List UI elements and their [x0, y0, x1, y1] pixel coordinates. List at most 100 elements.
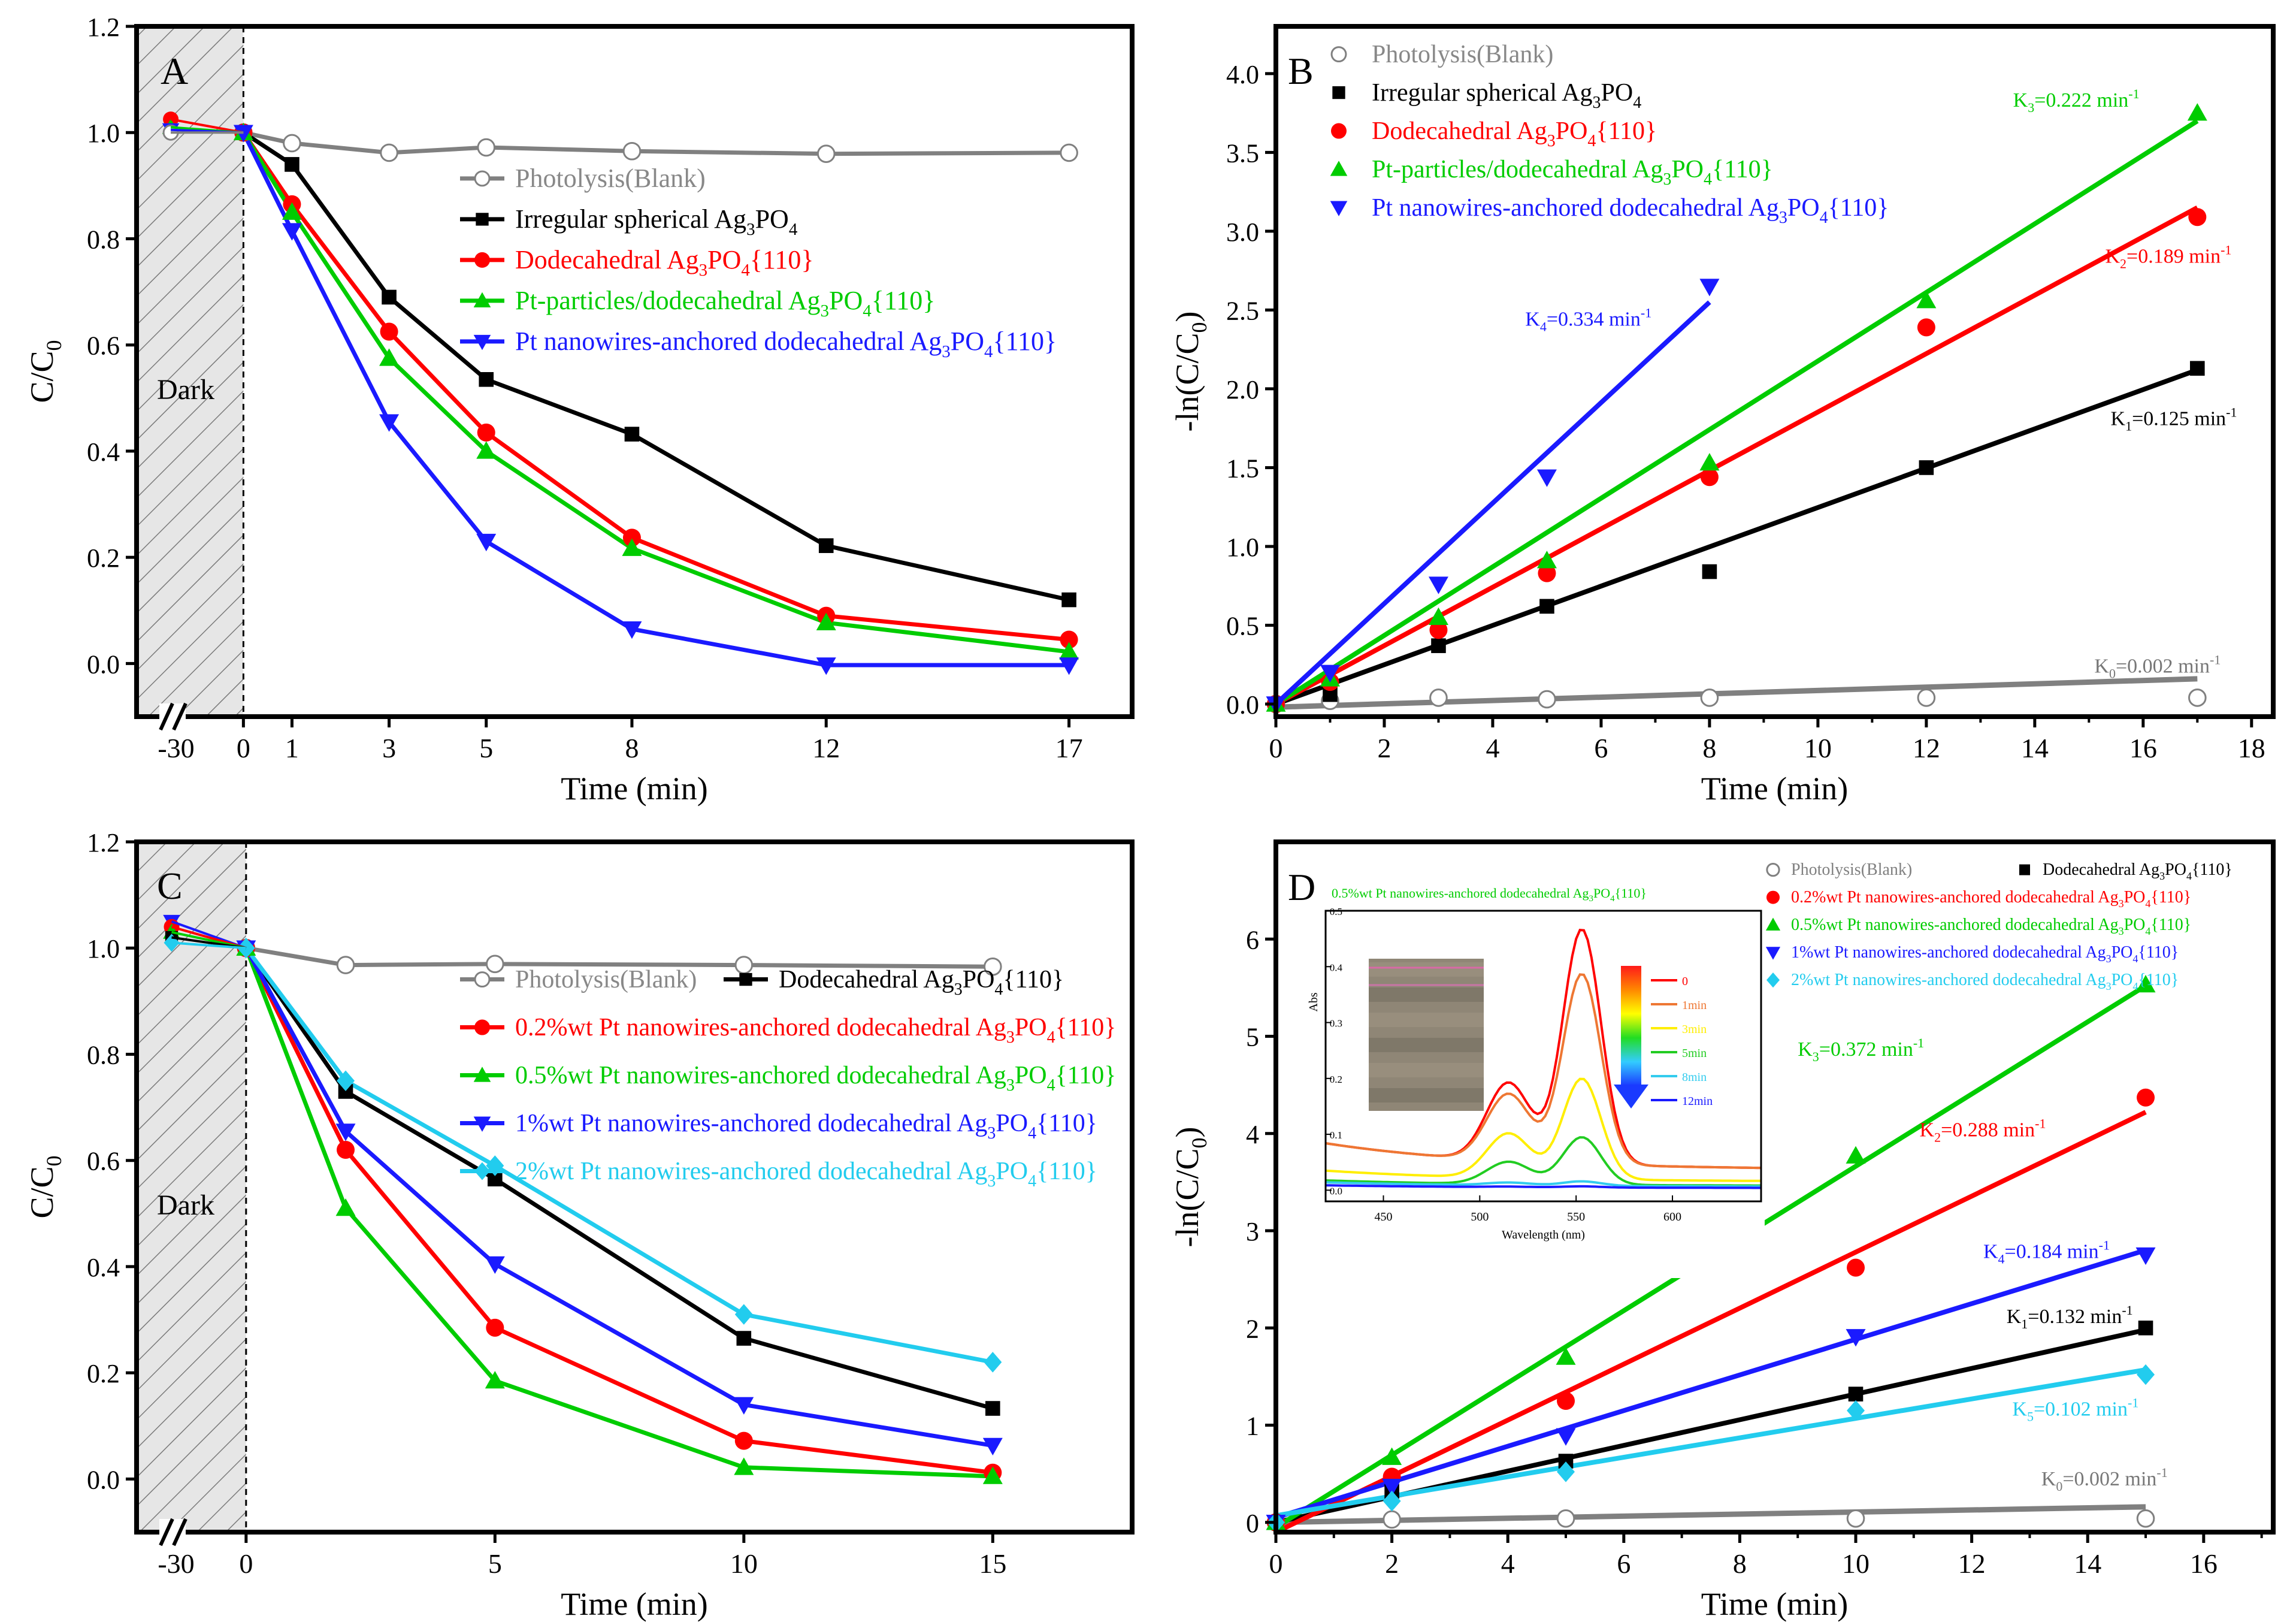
data-point — [622, 528, 641, 547]
axis-break-mark — [159, 1518, 174, 1547]
data-point — [1429, 621, 1448, 639]
inset-x-tick-label: 500 — [1471, 1210, 1489, 1224]
inset-title: 0.5%wt Pt nanowires-anchored dodecahedra… — [1332, 886, 1647, 904]
data-point — [1428, 607, 1448, 626]
x-tick-label: 16 — [2129, 733, 2157, 763]
fit-line-photolysis-blank — [1275, 1504, 2146, 1526]
y-tick-label: 0.0 — [87, 1465, 120, 1494]
y-tick-label: 0.8 — [87, 225, 120, 254]
photo-band — [1369, 1038, 1484, 1052]
data-point — [734, 1304, 753, 1325]
photo-frame — [1369, 959, 1484, 1111]
data-point — [335, 1123, 356, 1141]
data-point — [1382, 1478, 1402, 1497]
x-tick-label: 8 — [625, 733, 639, 763]
data-point — [486, 955, 504, 974]
rate-constant-label: K5=0.102 min-1 — [2012, 1395, 2138, 1424]
data-point — [2188, 208, 2207, 226]
x-axis-title: Time (min) — [1701, 771, 1849, 807]
data-point — [1847, 1400, 1865, 1421]
data-point — [1060, 143, 1078, 162]
axis-break-mark — [172, 702, 187, 731]
photo-band — [1369, 962, 1484, 977]
data-point — [1847, 1258, 1865, 1277]
data-point — [1916, 291, 1937, 309]
panel-d: K0=0.002 min-1 K1=0.132 min-1 K2=0.288 min… — [1169, 839, 2276, 1622]
rate-constant-label: K0=0.002 min-1 — [2094, 652, 2221, 681]
legend-marker — [474, 1019, 490, 1035]
data-point — [622, 538, 642, 556]
legend-label: 0.2%wt Pt nanowires-anchored dodecahedra… — [515, 1014, 1116, 1047]
data-point — [734, 1397, 754, 1415]
x-tick-label: 12 — [1913, 733, 1940, 763]
inset-legend-label: 5min — [1682, 1047, 1707, 1060]
legend-label: 1%wt Pt nanowires-anchored dodecahedral … — [1791, 943, 2179, 965]
data-point — [982, 1437, 1003, 1456]
data-point — [1702, 564, 1717, 579]
plot-frame — [134, 24, 1135, 719]
x-tick-label: 16 — [2190, 1548, 2218, 1579]
photo-band — [1369, 987, 1484, 1002]
y-tick-label: 5 — [1246, 1023, 1259, 1052]
y-tick-label: 0.4 — [87, 1253, 120, 1282]
series-pt-nanowires-anchored-dodecahedral-ag3po4-110 — [233, 125, 1079, 675]
data-point — [1556, 1347, 1576, 1365]
inset-x-tick-label: 600 — [1663, 1210, 1681, 1224]
dark-connector — [170, 118, 244, 134]
y-tick-label: 0.0 — [87, 650, 120, 679]
rate-constant-label: K3=0.222 min-1 — [2013, 86, 2140, 115]
data-point — [622, 141, 642, 161]
x-tick-label: 18 — [2238, 733, 2265, 763]
data-point — [1699, 453, 1720, 471]
data-point — [984, 957, 1002, 976]
data-point — [1060, 630, 1078, 649]
x-tick-label: 14 — [2021, 733, 2049, 763]
legend-marker — [1330, 201, 1348, 216]
x-tick-label: 4 — [1486, 733, 1499, 763]
series-photolysis-blank — [234, 123, 1078, 163]
axis-break-mark — [159, 702, 174, 731]
x-tick-label: 2 — [1377, 733, 1391, 763]
data-point — [380, 143, 398, 162]
inset-y-tick-label: 0.3 — [1330, 1018, 1342, 1029]
data-point — [734, 956, 754, 974]
inset-frame — [1324, 910, 1762, 1203]
fit-line-pt-nanowires-anchored-dodecahedral-ag3po4-110 — [1274, 300, 1711, 706]
legend-marker — [1766, 890, 1780, 904]
data-point — [1431, 638, 1446, 653]
y-axis-title: -ln(C/C0) — [1169, 1127, 1211, 1248]
y-axis-title: C/C0 — [24, 1155, 66, 1218]
y-tick-label: 4.0 — [1226, 60, 1259, 89]
inset-y-tick-label: 0.2 — [1330, 1074, 1342, 1085]
y-tick-label: 0 — [1246, 1509, 1259, 1538]
x-tick-label: 8 — [1702, 733, 1716, 763]
data-point — [1059, 657, 1079, 675]
legend-marker — [1331, 123, 1347, 139]
series-irregular-spherical-ag3po4 — [1268, 361, 2205, 712]
data-point — [734, 1431, 753, 1450]
data-point — [1556, 1509, 1575, 1528]
data-point — [985, 1401, 1000, 1416]
panel-c: Dark 0 5 10 15 -30 0.0 0.2 0.4 0.6 0.8 1.0 1.2 Time (… — [24, 828, 1135, 1622]
data-point — [486, 1318, 504, 1337]
legend: Photolysis(Blank) Irregular spherical Ag3… — [1330, 41, 1889, 227]
y-tick-label: 0.4 — [87, 437, 120, 467]
rate-constant-label: K2=0.288 min-1 — [1920, 1116, 2046, 1145]
plot-frame — [1273, 24, 2276, 719]
legend-marker — [474, 1162, 490, 1180]
legend-marker — [473, 292, 491, 307]
data-point — [816, 612, 836, 630]
data-point — [2187, 103, 2207, 121]
x-tick-label: 2 — [1385, 1548, 1399, 1579]
legend-marker — [1765, 947, 1781, 960]
data-point — [2135, 975, 2156, 993]
data-point — [1557, 1461, 1575, 1482]
x-tick-label: 5 — [488, 1548, 502, 1579]
axis-break-mark — [172, 1518, 187, 1547]
y-tick-label: 6 — [1246, 925, 1259, 955]
x-tick-label: 1 — [285, 733, 299, 763]
y-tick-label: 0.2 — [87, 1359, 120, 1388]
y-tick-label: 0.6 — [87, 331, 120, 361]
inset-legend-label: 1min — [1682, 999, 1707, 1012]
